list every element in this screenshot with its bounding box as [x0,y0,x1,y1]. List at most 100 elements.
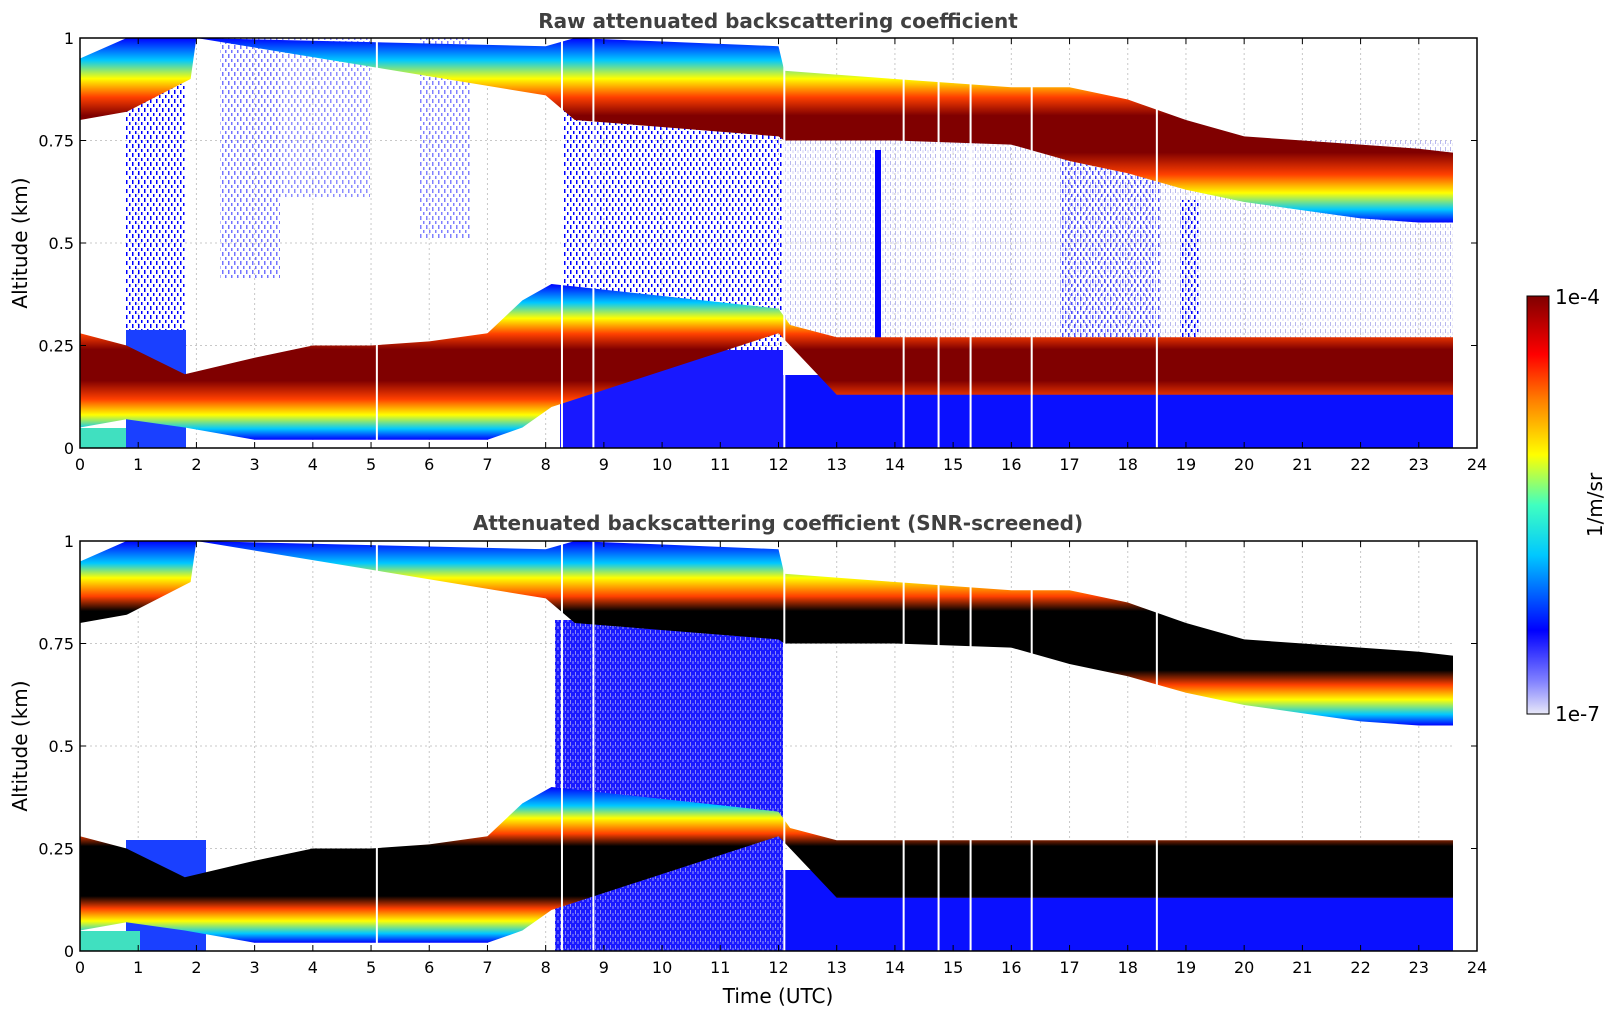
x-tick-label: 23 [1409,455,1429,474]
x-tick-label: 8 [541,958,551,977]
colorbar-label: 1/m/sr [1583,472,1607,537]
x-tick-label: 11 [710,455,730,474]
x-tick-label: 7 [482,455,492,474]
x-tick-label: 6 [424,455,434,474]
y-tick-label: 1 [64,532,74,551]
data-gap-line [1030,38,1033,448]
x-tick-label: 7 [482,958,492,977]
colorbar: 1e-4 1e-7 1/m/sr [1526,285,1607,726]
x-tick-label: 4 [308,958,318,977]
y-tick-label: 0.25 [38,337,74,356]
x-tick-label: 17 [1059,455,1079,474]
x-tick-label: 5 [366,958,376,977]
data-gap-line [902,541,905,951]
panel2-title: Attenuated backscattering coefficient (S… [473,511,1083,535]
x-tick-label: 10 [652,455,672,474]
panel1-lower-layer [80,284,1454,440]
x-tick-label: 20 [1234,455,1254,474]
x-tick-label: 12 [768,455,788,474]
panel1-noise-streak-c [1180,200,1200,380]
colorbar-min-label: 1e-7 [1555,702,1600,726]
data-gap-line [783,38,786,448]
y-tick-label: 0.5 [49,737,74,756]
panel2-surface-strip [80,931,140,951]
x-tick-label: 13 [827,455,847,474]
data-gap-line [1155,541,1158,951]
x-tick-label: 22 [1350,455,1370,474]
x-tick-label: 5 [366,455,376,474]
panel2-xlabel: Time (UTC) [722,984,834,1008]
x-tick-label: 24 [1467,958,1487,977]
panel-raw: Raw attenuated backscattering coefficien… [8,9,1487,474]
x-tick-label: 14 [885,455,905,474]
data-gap-line [969,38,972,448]
x-tick-label: 2 [191,958,201,977]
y-tick-label: 0.5 [49,234,74,253]
x-tick-label: 9 [599,958,609,977]
x-tick-label: 1 [133,455,143,474]
x-tick-label: 22 [1350,958,1370,977]
y-tick-label: 0 [64,942,74,961]
x-tick-label: 3 [250,958,260,977]
x-tick-label: 21 [1292,958,1312,977]
data-gap-line [1030,541,1033,951]
y-tick-label: 0 [64,439,74,458]
panel2-lower-layer [80,787,1454,943]
x-tick-label: 1 [133,958,143,977]
x-tick-label: 23 [1409,958,1429,977]
panel2-day-noise-light [555,620,783,951]
data-gap-line [969,541,972,951]
panel1-heatmap [80,38,1477,448]
panel1-yticks: 0 0.25 0.5 0.75 1 [38,29,1477,458]
colorbar-max-label: 1e-4 [1555,285,1600,309]
panel2-yticks: 0 0.25 0.5 0.75 1 [38,532,1477,961]
data-gap-line [560,38,563,448]
data-gap-line [375,38,378,448]
panel2-gaps [375,541,1158,951]
x-tick-label: 10 [652,958,672,977]
x-tick-label: 9 [599,455,609,474]
data-gap-line [1155,38,1158,448]
panel1-gaps [375,38,1158,448]
panel1-noise-streak-a [875,150,881,350]
panel1-title: Raw attenuated backscattering coefficien… [538,9,1018,33]
x-tick-label: 24 [1467,455,1487,474]
x-tick-label: 6 [424,958,434,977]
panel2-heatmap [80,541,1477,951]
y-tick-label: 0.75 [38,635,74,654]
panel1-surface-strip [80,428,140,448]
x-tick-label: 16 [1001,958,1021,977]
x-tick-label: 3 [250,455,260,474]
y-tick-label: 0.25 [38,840,74,859]
panel1-noise-streak-b [1060,150,1160,370]
colorbar-gradient [1526,295,1550,715]
data-gap-line [937,541,940,951]
x-tick-label: 19 [1176,958,1196,977]
y-tick-label: 1 [64,29,74,48]
x-tick-label: 17 [1059,958,1079,977]
panel1-noise-sparse-b [280,38,370,198]
x-tick-label: 21 [1292,455,1312,474]
data-gap-line [592,38,595,448]
data-gap-line [375,541,378,951]
panel1-ylabel: Altitude (km) [8,177,32,308]
panel1-xticks: 0 1 2 3 4 5 6 7 8 9 10 11 12 13 14 15 16 17 18 19 20 21 22 23 24 [75,38,1487,474]
panel1-upper-layer [80,38,1454,223]
x-tick-label: 15 [943,455,963,474]
x-tick-label: 4 [308,455,318,474]
x-tick-label: 2 [191,455,201,474]
panel2-ylabel: Altitude (km) [8,680,32,811]
data-gap-line [592,541,595,951]
x-tick-label: 20 [1234,958,1254,977]
x-tick-label: 18 [1118,958,1138,977]
panel-screened: Attenuated backscattering coefficient (S… [8,511,1487,1008]
x-tick-label: 12 [768,958,788,977]
x-tick-label: 16 [1001,455,1021,474]
x-tick-label: 14 [885,958,905,977]
data-gap-line [937,38,940,448]
data-gap-line [560,541,563,951]
x-tick-label: 8 [541,455,551,474]
panel2-xticks: 0 1 2 3 4 5 6 7 8 9 10 11 12 13 14 15 16 17 18 19 20 21 22 23 24 [75,541,1487,977]
x-tick-label: 13 [827,958,847,977]
